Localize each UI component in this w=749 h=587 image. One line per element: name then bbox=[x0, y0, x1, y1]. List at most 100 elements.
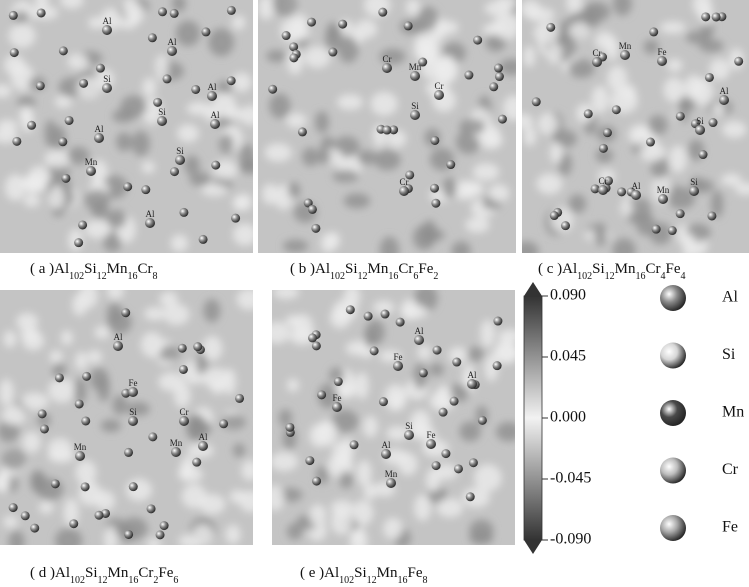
density-blob bbox=[0, 468, 11, 493]
density-blob bbox=[129, 3, 144, 24]
atom-sphere bbox=[631, 190, 641, 200]
density-blob bbox=[363, 328, 377, 348]
density-blob bbox=[87, 350, 103, 364]
density-blob bbox=[568, 59, 595, 78]
atom-label: Mn bbox=[409, 62, 422, 72]
density-blob bbox=[60, 0, 84, 9]
density-blob bbox=[554, 130, 577, 148]
density-blob bbox=[44, 119, 57, 148]
atom-sphere bbox=[430, 135, 440, 145]
density-blob bbox=[67, 146, 90, 165]
atom-sphere bbox=[128, 482, 138, 492]
density-blob bbox=[223, 368, 237, 395]
atom-sphere bbox=[201, 27, 211, 37]
atom-sphere bbox=[382, 63, 392, 73]
atom-sphere bbox=[389, 125, 399, 135]
atom-label: Cr bbox=[435, 81, 444, 91]
density-blob bbox=[286, 523, 303, 540]
density-blob bbox=[39, 501, 54, 514]
legend-sphere bbox=[660, 285, 686, 311]
atom-sphere bbox=[617, 187, 627, 197]
atom-sphere bbox=[698, 150, 708, 160]
atom-sphere bbox=[380, 309, 390, 319]
density-blob bbox=[1, 449, 27, 471]
atom-sphere bbox=[405, 170, 415, 180]
atom-label: Al bbox=[208, 82, 217, 92]
atom-sphere bbox=[592, 57, 602, 67]
atom-sphere bbox=[719, 95, 729, 105]
atom-label: Al bbox=[103, 16, 112, 26]
atom-sphere bbox=[434, 90, 444, 100]
legend-label: Al bbox=[722, 289, 739, 306]
density-blob bbox=[2, 405, 26, 426]
element-symbol: Mn bbox=[368, 261, 389, 277]
density-blob bbox=[144, 306, 166, 321]
atom-sphere bbox=[30, 523, 40, 533]
atom-sphere bbox=[657, 56, 667, 66]
subscript: 4 bbox=[661, 271, 666, 282]
density-blob bbox=[171, 0, 186, 13]
density-blob bbox=[684, 74, 703, 100]
atom-label: Si bbox=[696, 116, 704, 126]
density-blob bbox=[612, 0, 632, 16]
density-blob bbox=[112, 109, 135, 123]
subscript: 12 bbox=[97, 271, 107, 282]
atom-sphere bbox=[58, 137, 68, 147]
density-blob bbox=[343, 290, 361, 309]
density-blob bbox=[48, 378, 76, 403]
density-blob bbox=[363, 415, 378, 438]
caption-label: ( a ) bbox=[30, 261, 54, 277]
density-blob bbox=[343, 193, 371, 209]
density-blob bbox=[709, 58, 730, 81]
atom-sphere bbox=[74, 399, 84, 409]
atom-sphere bbox=[179, 207, 189, 217]
atom-label: Si bbox=[103, 74, 111, 84]
atom-sphere bbox=[94, 133, 104, 143]
atom-sphere bbox=[58, 46, 68, 56]
density-blob bbox=[239, 105, 253, 126]
atom-sphere bbox=[153, 97, 163, 107]
colorbar-tick-label: 0.045 bbox=[550, 348, 586, 365]
element-symbol: Fe bbox=[418, 261, 433, 277]
element-symbol: Cr bbox=[398, 261, 413, 277]
density-blob bbox=[721, 173, 742, 187]
atom-sphere bbox=[418, 368, 428, 378]
subscript: 12 bbox=[367, 575, 377, 586]
atom-label: Fe bbox=[658, 47, 667, 57]
density-blob bbox=[19, 105, 33, 124]
atom-sphere bbox=[20, 511, 30, 521]
density-blob bbox=[492, 344, 515, 364]
density-blob bbox=[356, 460, 372, 486]
density-blob bbox=[595, 148, 614, 163]
density-blob bbox=[612, 238, 636, 253]
atom-label: Mn bbox=[385, 469, 398, 479]
legend-label: Fe bbox=[722, 519, 738, 536]
atom-sphere bbox=[386, 478, 396, 488]
atom-label: Si bbox=[129, 407, 137, 417]
density-blob bbox=[495, 421, 515, 442]
atom-sphere bbox=[211, 160, 221, 170]
atom-label: Al bbox=[632, 181, 641, 191]
atom-sphere bbox=[171, 447, 181, 457]
atom-sphere bbox=[708, 118, 718, 128]
atom-sphere bbox=[192, 457, 202, 467]
density-blob bbox=[258, 0, 275, 20]
atom-sphere bbox=[333, 377, 343, 387]
density-blob bbox=[384, 384, 407, 412]
legend-sphere bbox=[660, 400, 686, 426]
density-blob bbox=[355, 372, 369, 400]
subscript: 2 bbox=[153, 575, 158, 586]
density-blob bbox=[84, 189, 110, 211]
density-blob bbox=[436, 498, 464, 518]
density-blob bbox=[594, 222, 607, 247]
density-blob bbox=[523, 45, 536, 68]
density-blob bbox=[0, 420, 20, 443]
density-blob bbox=[499, 58, 516, 76]
density-blob bbox=[496, 0, 516, 10]
atom-sphere bbox=[328, 47, 338, 57]
density-blob bbox=[103, 231, 122, 253]
atom-sphere bbox=[128, 416, 138, 426]
atom-sphere bbox=[492, 361, 502, 371]
element-symbol: Mn bbox=[615, 261, 636, 277]
density-blob bbox=[202, 335, 223, 361]
